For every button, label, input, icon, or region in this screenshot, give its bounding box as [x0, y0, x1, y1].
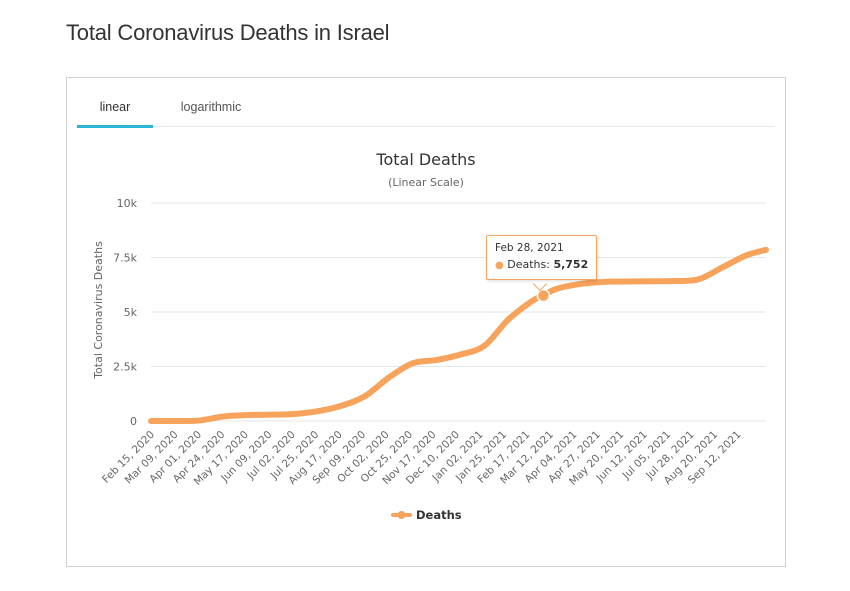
y-tick-label: 2.5k	[113, 361, 137, 374]
tooltip-date: Feb 28, 2021	[495, 242, 564, 254]
tab-linear[interactable]: linear	[99, 100, 131, 114]
chart-panel: linear logarithmic Total Deaths (Linear …	[66, 77, 786, 567]
legend[interactable]: Deaths	[391, 508, 462, 522]
chart-title: Total Deaths	[375, 150, 475, 169]
y-tick-label: 10k	[117, 197, 138, 210]
tooltip-value: 5,752	[553, 258, 589, 271]
legend-marker-deaths	[397, 511, 406, 519]
active-tab-indicator	[77, 125, 153, 128]
highlight-point-marker[interactable]	[536, 288, 551, 303]
series-line-deaths[interactable]	[148, 246, 769, 425]
gridlines	[151, 202, 766, 422]
y-tick-label: 7.5k	[113, 252, 137, 265]
chart-subtitle: (Linear Scale)	[388, 176, 464, 189]
highlight-point[interactable]	[536, 288, 551, 303]
y-axis-ticks: 0 2.5k 5k 7.5k 10k	[113, 197, 137, 428]
y-tick-label: 5k	[124, 306, 138, 319]
y-tick-label: 0	[130, 415, 137, 428]
scale-tabs: linear logarithmic	[77, 78, 775, 128]
y-axis-title: Total Coronavirus Deaths	[92, 241, 105, 380]
tooltip-series-label: Deaths:	[507, 258, 554, 271]
page-title: Total Coronavirus Deaths in Israel	[66, 20, 390, 45]
tooltip-series-dot: ●	[495, 260, 504, 271]
series-deaths[interactable]	[148, 246, 769, 425]
legend-label-deaths: Deaths	[416, 508, 462, 522]
tab-logarithmic[interactable]: logarithmic	[180, 100, 242, 114]
line-chart: Total Deaths (Linear Scale) Total Corona…	[92, 150, 769, 522]
tooltip: Feb 28, 2021 ● Deaths: 5,752	[486, 235, 597, 280]
